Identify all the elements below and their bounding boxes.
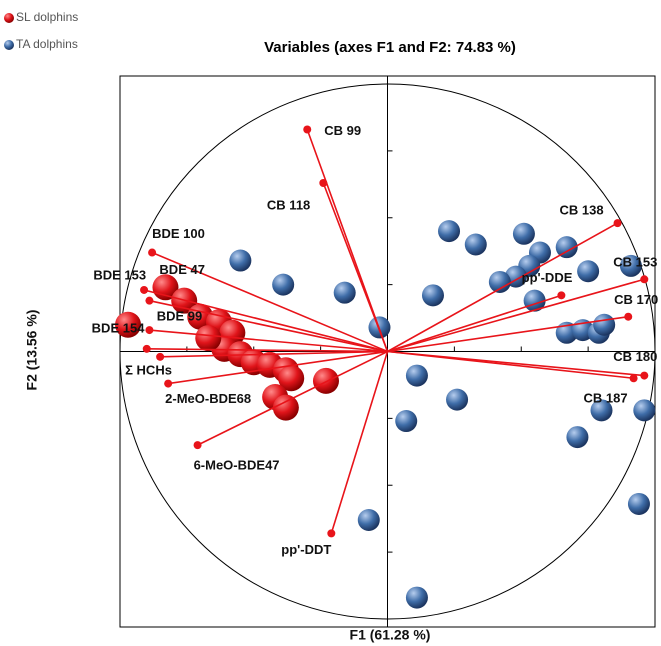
variable-label: CB 180 <box>613 349 657 364</box>
variable-vector <box>149 299 388 353</box>
variable-vector <box>387 294 562 353</box>
observation-point <box>619 254 642 277</box>
observation-point <box>312 367 339 394</box>
y-axis-label: F2 (13.56 %) <box>24 310 40 391</box>
variable-label: BDE 154 <box>92 321 146 336</box>
legend-label: SL dolphins <box>16 10 78 24</box>
observation-point <box>229 249 252 272</box>
variable-point <box>142 344 151 353</box>
variable-vector <box>322 182 389 352</box>
variable-label: CB 153 <box>613 255 657 270</box>
variable-label: BDE 153 <box>93 267 146 282</box>
variable-label: CB 118 <box>267 197 310 212</box>
observation-point <box>633 399 656 422</box>
observation-point <box>512 222 535 245</box>
observation-point <box>272 273 295 296</box>
observation-point <box>405 364 428 387</box>
variable-label: CB 99 <box>324 123 361 138</box>
observation-point <box>627 492 650 515</box>
observation-point <box>566 426 589 449</box>
legend-label: TA dolphins <box>16 37 78 51</box>
observation-point <box>405 586 428 609</box>
variable-point <box>640 275 649 284</box>
variable-vector <box>387 278 645 353</box>
variable-label: CB 170 <box>614 292 658 307</box>
variable-label: 2-MeO-BDE68 <box>165 391 251 406</box>
variable-point <box>327 529 336 538</box>
variable-vector <box>149 329 388 353</box>
variable-vector <box>387 350 634 380</box>
observation-point <box>115 311 142 338</box>
observation-point <box>395 410 418 433</box>
observation-point <box>555 236 578 259</box>
observation-point <box>488 270 511 293</box>
observation-point <box>464 233 487 256</box>
legend-marker <box>4 13 14 23</box>
observation-point <box>590 399 613 422</box>
variable-vector <box>160 350 388 358</box>
variable-point <box>148 248 157 257</box>
variable-point <box>145 296 154 305</box>
observation-point <box>357 509 380 532</box>
variable-vector <box>146 348 388 353</box>
variable-label: BDE 47 <box>159 262 205 277</box>
variable-label: CB 138 <box>559 203 603 218</box>
variable-label: BDE 100 <box>152 226 205 241</box>
chart-title: Variables (axes F1 and F2: 74.83 %) <box>264 39 516 56</box>
variable-point <box>624 312 633 321</box>
variable-point <box>629 374 638 383</box>
variable-label: CB 187 <box>584 391 628 406</box>
variable-vector <box>387 222 618 353</box>
variable-label: pp'-DDE <box>522 270 573 285</box>
variable-vector <box>197 350 388 446</box>
observation-point <box>333 281 356 304</box>
observation-point <box>577 260 600 283</box>
variable-label: Σ HCHs <box>125 362 172 377</box>
observation-point <box>593 313 616 336</box>
x-axis-label: F1 (61.28 %) <box>350 627 431 643</box>
variable-label: BDE 99 <box>157 308 203 323</box>
observation-point <box>446 388 469 411</box>
variable-vector <box>151 251 388 353</box>
observation-point <box>272 394 299 421</box>
variable-point <box>193 441 202 450</box>
variable-point <box>140 285 149 294</box>
observation-point <box>421 284 444 307</box>
observation-point <box>278 365 305 392</box>
legend-marker <box>4 40 14 50</box>
variable-label: pp'-DDT <box>281 542 331 557</box>
variable-vector <box>143 289 388 353</box>
variable-point <box>303 125 312 134</box>
observation-point <box>195 325 222 352</box>
variable-label: 6-MeO-BDE47 <box>194 458 280 473</box>
variable-point <box>319 178 328 187</box>
variable-point <box>164 379 173 388</box>
variable-vector <box>168 350 388 385</box>
variable-point <box>640 371 649 380</box>
observation-point <box>438 220 461 243</box>
variable-vector <box>387 315 629 353</box>
variable-point <box>557 291 566 300</box>
variable-vector <box>330 351 389 534</box>
variable-point <box>613 219 622 228</box>
variable-point <box>145 326 154 335</box>
variable-point <box>156 352 165 361</box>
